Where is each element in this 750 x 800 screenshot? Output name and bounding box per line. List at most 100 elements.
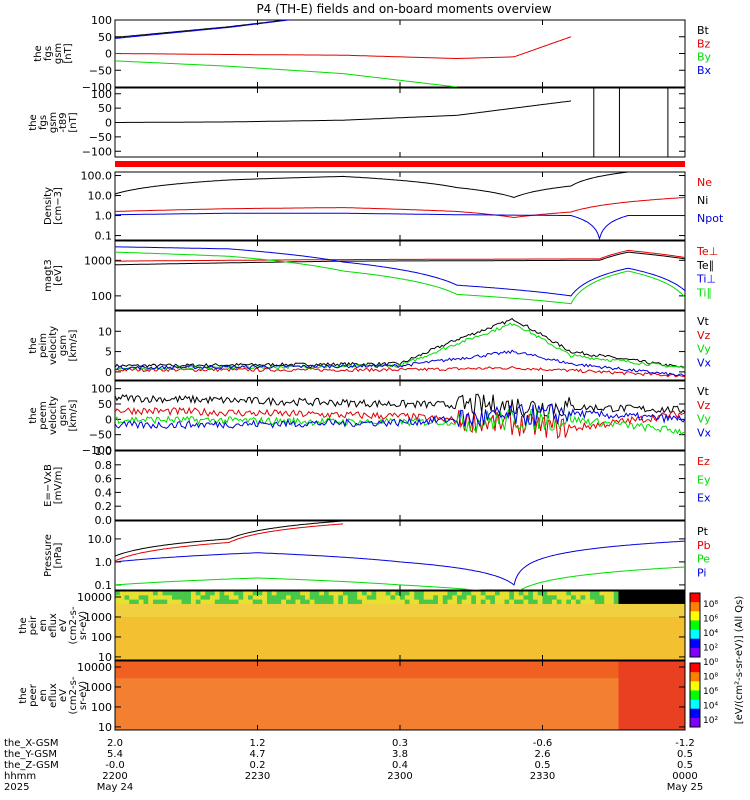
spectrogram-cell — [514, 629, 520, 635]
spectrogram-cell — [594, 591, 600, 596]
spectrogram-cell — [267, 634, 273, 639]
spectrogram-cell — [390, 616, 396, 622]
spectrogram-cell — [561, 708, 567, 714]
spectrogram-cell — [499, 678, 505, 684]
spectrogram-cell — [290, 616, 296, 622]
spectrogram-cell — [347, 603, 353, 609]
spectrogram-cell — [176, 725, 182, 731]
spectrogram-cell — [547, 642, 553, 648]
spectrogram-cell — [366, 625, 372, 631]
spectrogram-cell — [134, 603, 140, 609]
spectrogram-cell — [371, 621, 377, 626]
spectrogram-cell — [618, 655, 624, 661]
spectrogram-cell — [295, 616, 301, 622]
legend-Pi: Pi — [697, 566, 706, 579]
spectrogram-cell — [366, 629, 372, 635]
spectrogram-cell — [281, 591, 287, 596]
colorbar-segment — [690, 663, 700, 673]
spectrogram-cell — [224, 621, 230, 626]
spectrogram-cell — [637, 721, 643, 727]
spectrogram-cell — [305, 651, 311, 657]
spectrogram-cell — [352, 673, 358, 679]
spectrogram-cell — [480, 603, 486, 609]
spectrogram-cell — [153, 673, 159, 679]
spectrogram-cell — [518, 665, 524, 671]
spectrogram-cell — [115, 642, 121, 648]
spectrogram-cell — [319, 603, 325, 609]
spectrogram-cell — [590, 621, 596, 626]
spectrogram-cell — [352, 595, 358, 601]
y-axis-label: (cm2-s- — [68, 606, 79, 644]
spectrogram-cell — [523, 665, 529, 671]
spectrogram-cell — [295, 625, 301, 631]
spectrogram-cell — [124, 704, 130, 709]
spectrogram-cell — [400, 661, 406, 666]
spectrogram-cell — [642, 691, 648, 696]
spectrogram-cell — [157, 669, 163, 675]
spectrogram-cell — [243, 612, 249, 618]
spectrogram-cell — [647, 717, 653, 722]
spectrogram-cell — [385, 682, 391, 688]
spectrogram-cell — [248, 717, 254, 722]
spectrogram-cell — [276, 669, 282, 675]
spectrogram-cell — [585, 691, 591, 696]
spectrogram-cell — [471, 669, 477, 675]
spectrogram-cell — [628, 708, 634, 714]
spectrogram-cell — [191, 704, 197, 709]
spectrogram-cell — [637, 629, 643, 635]
spectrogram-cell — [148, 708, 154, 714]
spectrogram-cell — [371, 655, 377, 661]
spectrogram-cell — [134, 616, 140, 622]
spectrogram-cell — [385, 665, 391, 671]
spectrogram-cell — [167, 642, 173, 648]
spectrogram-cell — [191, 695, 197, 701]
spectrogram-cell — [661, 642, 667, 648]
spectrogram-cell — [490, 621, 496, 626]
spectrogram-cell — [205, 599, 211, 605]
spectrogram-cell — [357, 647, 363, 652]
spectrogram-cell — [138, 612, 144, 618]
spectrogram-cell — [552, 695, 558, 701]
spectrogram-cell — [205, 673, 211, 679]
spectrogram-cell — [129, 634, 135, 639]
spectrogram-cell — [267, 625, 273, 631]
spectrogram-cell — [480, 721, 486, 727]
spectrogram-cell — [609, 704, 615, 709]
spectrogram-cell — [438, 721, 444, 727]
spectrogram-cell — [647, 695, 653, 701]
spectrogram-cell — [466, 708, 472, 714]
spectrogram-cell — [651, 686, 657, 692]
spectrogram-cell — [319, 673, 325, 679]
spectrogram-cell — [186, 603, 192, 609]
spectrogram-cell — [623, 686, 629, 692]
spectrogram-cell — [642, 603, 648, 609]
spectrogram-cell — [599, 625, 605, 631]
spectrogram-cell — [395, 612, 401, 618]
spectrogram-cell — [157, 661, 163, 666]
y-tick-label: 1000 — [84, 611, 112, 624]
spectrogram-cell — [447, 608, 453, 614]
spectrogram-cell — [537, 695, 543, 701]
spectrogram-cell — [286, 591, 292, 596]
spectrogram-cell — [271, 712, 277, 718]
spectrogram-cell — [556, 721, 562, 727]
spectrogram-cell — [295, 678, 301, 684]
spectrogram-cell — [419, 634, 425, 639]
spectrogram-cell — [214, 599, 220, 605]
spectrogram-cell — [238, 591, 244, 596]
spectrogram-cell — [119, 721, 125, 727]
spectrogram-cell — [205, 591, 211, 596]
spectrogram-cell — [461, 625, 467, 631]
spectrogram-cell — [314, 647, 320, 652]
spectrogram-cell — [271, 725, 277, 731]
spectrogram-cell — [200, 699, 206, 705]
spectrogram-cell — [471, 699, 477, 705]
spectrogram-cell — [338, 691, 344, 696]
spectrogram-cell — [119, 717, 125, 722]
spectrogram-cell — [290, 717, 296, 722]
spectrogram-cell — [191, 629, 197, 635]
spectrogram-cell — [286, 725, 292, 731]
spectrogram-cell — [666, 647, 672, 652]
spectrogram-cell — [357, 712, 363, 718]
spectrogram-cell — [286, 682, 292, 688]
